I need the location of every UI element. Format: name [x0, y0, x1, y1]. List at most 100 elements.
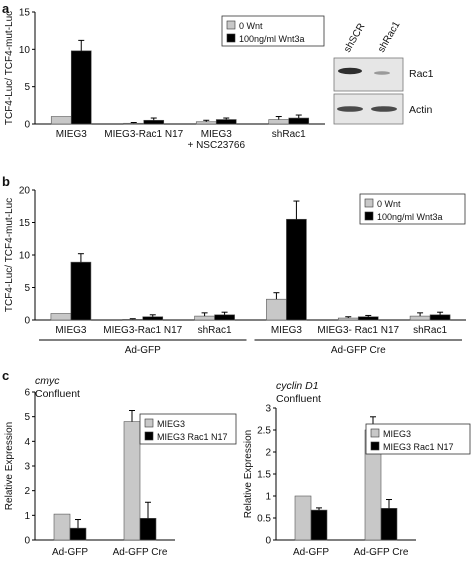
y-tick-label: 0.5 — [257, 514, 271, 525]
x-tick-label: Ad-GFP — [52, 547, 88, 558]
y-axis-label: Relative Expression — [243, 430, 254, 518]
legend-swatch — [226, 33, 236, 43]
legend-box — [139, 413, 237, 445]
legend-label: MIEG3 — [157, 419, 185, 429]
y-tick-label: 5 — [24, 412, 30, 423]
x-tick-label: Ad-GFP Cre — [354, 547, 409, 558]
blot-rac1-band-shrac1 — [374, 71, 390, 75]
y-tick-label: 1.5 — [257, 470, 271, 481]
blot-actin-band-shscr — [337, 106, 363, 112]
chart-panel-c-cmyc: 0 1 2 3 4 5 6 Relative Expression Ad-GFP Ad-GFP C… — [4, 375, 237, 558]
y-tick-label: 3 — [24, 462, 30, 473]
legend-label: 100ng/ml Wnt3a — [239, 34, 305, 44]
chart-subtitle: Confluent — [35, 388, 80, 400]
y-tick-label: 5 — [24, 82, 30, 93]
blot-row-label-rac1: Rac1 — [409, 68, 434, 80]
x-tick-label: shRac1 — [272, 129, 306, 140]
bar — [143, 119, 165, 125]
bar — [380, 508, 398, 541]
bar — [357, 316, 379, 321]
chart-panel-b: 0 5 10 15 20 TCF4-Luc/ TCF4-mut-Luc MIEG3 MIEG3… — [4, 186, 466, 356]
y-tick-label: 0 — [24, 536, 30, 547]
panel-label-b: b — [2, 174, 10, 189]
western-blot: shSCR shRac1 Rac1 Actin — [333, 19, 434, 125]
y-tick-label: 1 — [265, 492, 271, 503]
bar — [214, 314, 235, 321]
y-tick-label: 0 — [24, 316, 30, 327]
legend-swatch — [364, 198, 374, 208]
blot-rac1-membrane — [333, 57, 404, 92]
x-tick-label: MIEG3 — [201, 129, 233, 140]
legend-box — [359, 193, 466, 225]
group-label: Ad-GFP — [125, 345, 161, 356]
bar — [310, 509, 328, 541]
x-tick-label: + NSC23766 — [187, 140, 245, 151]
x-tick-label: MIEG3 — [271, 325, 303, 336]
legend-label: MIEG3 — [383, 429, 411, 439]
chart-title: cmyc — [35, 375, 60, 387]
y-tick-label: 2 — [265, 448, 271, 459]
blot-row-label-actin: Actin — [409, 104, 433, 116]
blot-rac1-band-shscr — [338, 67, 362, 75]
blot-lane-label-1: shSCR — [342, 22, 367, 55]
legend-label: 0 Wnt — [377, 199, 401, 209]
bar — [50, 313, 72, 321]
y-tick-label: 1 — [24, 511, 30, 522]
legend-label: 100ng/ml Wnt3a — [377, 212, 443, 222]
bar — [194, 315, 215, 321]
x-tick-label: MIEG3-Rac1 N17 — [103, 325, 182, 336]
chart-panel-a: 0 5 10 15 TCF4-Luc/ TCF4-mut-Luc MIEG3 MIEG3-R… — [4, 8, 325, 151]
legend-swatch — [144, 418, 154, 428]
y-tick-label: 15 — [19, 218, 31, 229]
y-tick-label: 2.5 — [257, 426, 271, 437]
y-tick-label: 5 — [24, 283, 30, 294]
x-tick-label: Ad-GFP — [293, 547, 329, 558]
y-tick-label: 0 — [24, 120, 30, 131]
bar — [123, 421, 141, 541]
legend-swatch — [144, 431, 154, 441]
bar — [139, 517, 157, 541]
bar — [294, 495, 312, 541]
y-tick-label: 15 — [19, 8, 31, 19]
x-tick-label: Ad-GFP Cre — [113, 547, 168, 558]
x-tick-label: MIEG3-Rac1 N17 — [104, 129, 183, 140]
bar — [53, 513, 71, 541]
bar — [286, 218, 307, 321]
x-tick-label: shRac1 — [413, 325, 447, 336]
bar — [69, 527, 87, 541]
legend-swatch — [370, 441, 380, 451]
chart-panel-c-cyclin-d1: 0 0.5 1 1.5 2 2.5 3 Relative Expression Ad-GFP Ad… — [243, 380, 471, 558]
bar — [288, 117, 310, 125]
blot-lane-label-2: shRac1 — [376, 19, 403, 54]
legend-swatch — [364, 211, 374, 221]
y-tick-label: 10 — [19, 251, 31, 262]
legend-swatch — [226, 20, 236, 30]
y-tick-label: 6 — [24, 388, 30, 399]
bar — [195, 121, 217, 125]
legend-box — [221, 15, 325, 47]
y-tick-label: 0 — [265, 536, 271, 547]
legend-swatch — [370, 428, 380, 438]
x-tick-label: shRac1 — [198, 325, 232, 336]
y-tick-label: 10 — [19, 45, 31, 56]
legend-label: MIEG3 Rac1 N17 — [383, 442, 454, 452]
x-tick-label: MIEG3 — [55, 325, 87, 336]
group-label: Ad-GFP Cre — [331, 345, 386, 356]
legend-label: MIEG3 Rac1 N17 — [157, 432, 228, 442]
bar — [122, 319, 144, 321]
bar — [50, 116, 72, 125]
bar — [142, 316, 164, 321]
legend-box — [365, 423, 471, 455]
y-tick-label: 4 — [24, 437, 30, 448]
y-axis-label: TCF4-Luc/ TCF4-mut-Luc — [4, 198, 15, 312]
chart-title: cyclin D1 — [276, 380, 319, 392]
bar — [429, 314, 451, 321]
y-axis-label: TCF4-Luc/ TCF4-mut-Luc — [4, 11, 15, 125]
y-tick-label: 2 — [24, 486, 30, 497]
x-tick-label: MIEG3 — [56, 129, 88, 140]
y-tick-label: 20 — [19, 186, 31, 197]
y-axis-label: Relative Expression — [4, 422, 15, 510]
bar — [266, 298, 287, 321]
y-tick-label: 3 — [265, 404, 271, 415]
